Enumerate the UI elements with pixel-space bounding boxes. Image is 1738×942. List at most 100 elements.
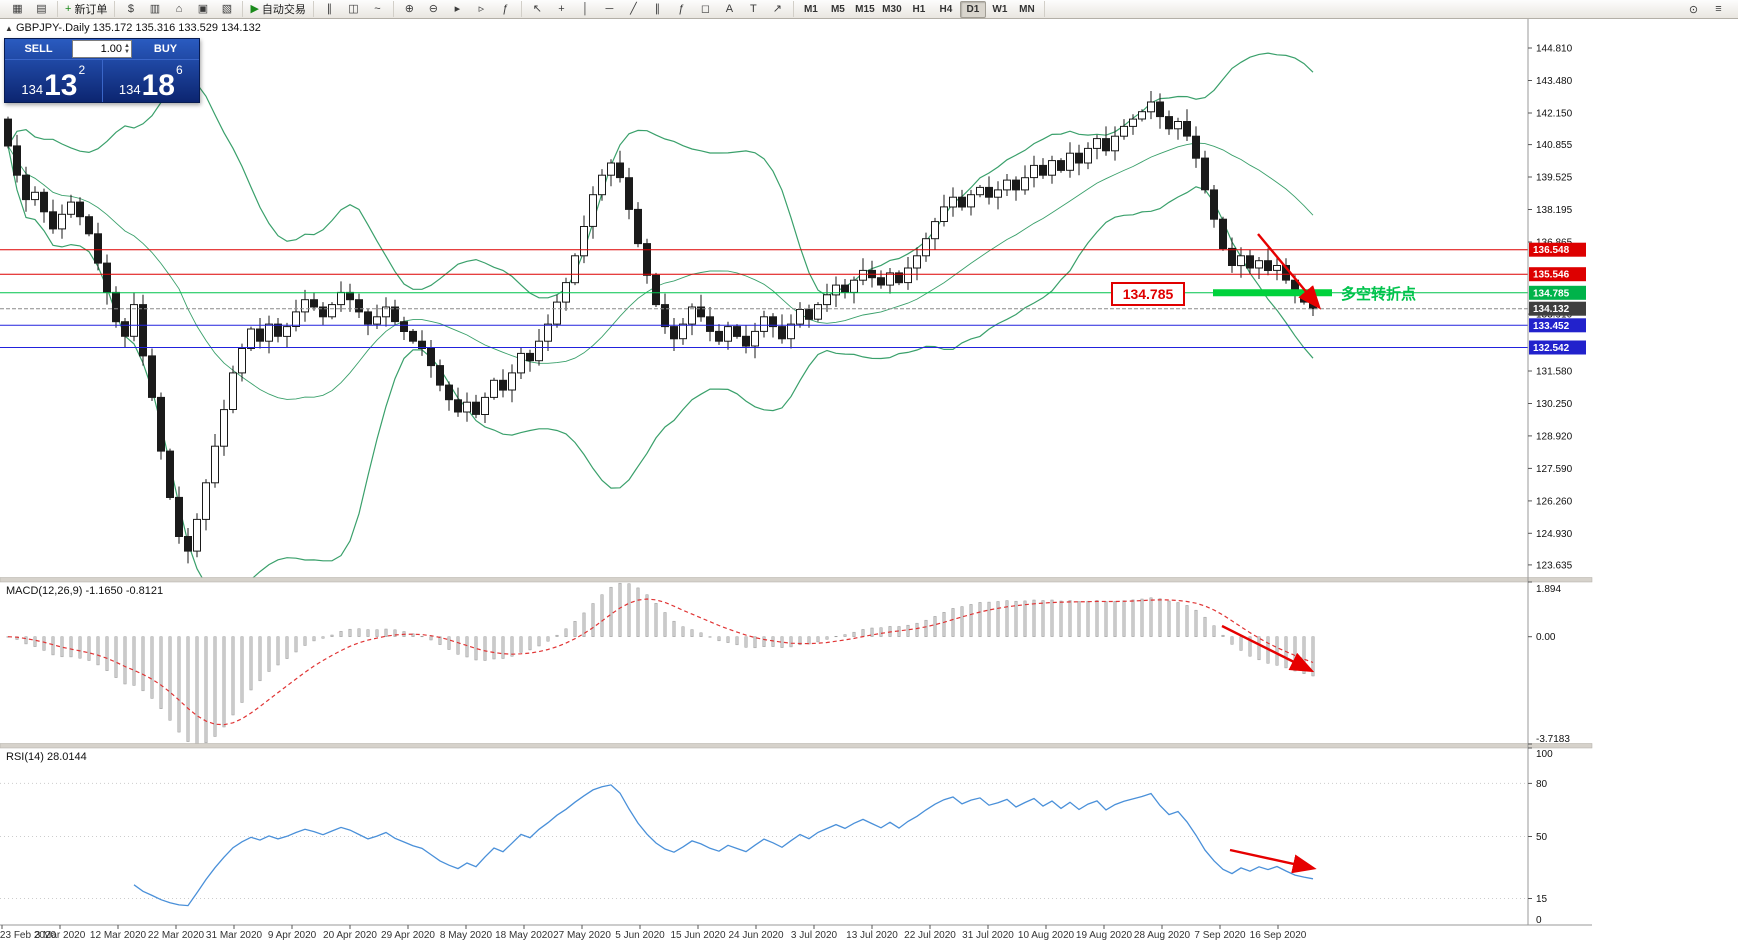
svg-text:22 Jul 2020: 22 Jul 2020 bbox=[904, 930, 956, 941]
svg-text:3 Jul 2020: 3 Jul 2020 bbox=[791, 930, 838, 941]
new-chart-icon[interactable]: ▦ bbox=[6, 1, 29, 18]
svg-text:130.250: 130.250 bbox=[1536, 399, 1573, 410]
price-down-arrow[interactable] bbox=[1257, 233, 1322, 310]
svg-text:15: 15 bbox=[1536, 894, 1548, 905]
buy-button[interactable]: BUY bbox=[153, 43, 178, 55]
macd-panel-separator[interactable] bbox=[0, 577, 1593, 583]
line-chart-icon: ~ bbox=[374, 2, 381, 15]
trend-arrows[interactable] bbox=[1221, 233, 1322, 874]
vertical-line-icon[interactable]: │ bbox=[574, 1, 597, 18]
toolbar: ▦ ▤ + 新订单 $ ▥ ⌂ ▣ ▧ ▶ 自动交易 ∥ ◫ ~ ⊕ ⊖ ▸ ▹ ƒ ↖ + │ ─ ╱ ∥ ƒ ◻ A T ↗ M1 M5 M… bbox=[0, 0, 1738, 19]
timeframe-mn[interactable]: MN bbox=[1019, 3, 1035, 15]
svg-text:5 Jun 2020: 5 Jun 2020 bbox=[615, 930, 665, 941]
arrow-object-icon[interactable]: ↗ bbox=[766, 1, 789, 18]
candlestick-icon: ◫ bbox=[348, 2, 359, 15]
market-watch-icon[interactable]: $ bbox=[119, 1, 142, 18]
svg-text:142.150: 142.150 bbox=[1536, 109, 1573, 120]
line-chart-icon[interactable]: ~ bbox=[366, 1, 389, 18]
shapes-icon[interactable]: ◻ bbox=[694, 1, 717, 18]
vertical-line-icon: │ bbox=[581, 2, 589, 15]
channel-icon[interactable]: ∥ bbox=[646, 1, 669, 18]
svg-text:132.542: 132.542 bbox=[1533, 343, 1570, 354]
rsi-panel-separator[interactable] bbox=[0, 743, 1593, 749]
chart-shift-icon[interactable]: ▹ bbox=[470, 1, 493, 18]
profiles-icon: ▤ bbox=[36, 2, 47, 15]
svg-text:8 May 2020: 8 May 2020 bbox=[440, 930, 493, 941]
profiles-icon[interactable]: ▤ bbox=[30, 1, 53, 18]
auto-scroll-icon[interactable]: ▸ bbox=[446, 1, 469, 18]
label-icon[interactable]: T bbox=[742, 1, 765, 18]
arrow-object-icon: ↗ bbox=[772, 2, 783, 15]
text-icon: A bbox=[725, 2, 734, 15]
zoom-out-icon: ⊖ bbox=[428, 2, 439, 15]
svg-text:24 Jun 2020: 24 Jun 2020 bbox=[728, 930, 783, 941]
cursor-icon[interactable]: ↖ bbox=[526, 1, 549, 18]
candles-layer bbox=[4, 91, 1317, 564]
timeframe-d1[interactable]: D1 bbox=[959, 0, 986, 18]
sell-button[interactable]: SELL bbox=[24, 43, 53, 55]
indicators-icon[interactable]: ƒ bbox=[494, 1, 517, 18]
svg-text:136.548: 136.548 bbox=[1533, 245, 1570, 256]
strategy-tester-icon[interactable]: ▧ bbox=[215, 1, 238, 18]
sell-price-button[interactable]: 134 13 2 bbox=[5, 60, 102, 102]
terminal-icon[interactable]: ▣ bbox=[191, 1, 214, 18]
candlestick-icon[interactable]: ◫ bbox=[342, 1, 365, 18]
autotrading-button[interactable]: ▶ 自动交易 bbox=[247, 1, 308, 18]
svg-text:128.920: 128.920 bbox=[1536, 431, 1573, 442]
svg-text:124.930: 124.930 bbox=[1536, 529, 1573, 540]
timeframe-m1[interactable]: M1 bbox=[803, 3, 818, 15]
volume-input[interactable] bbox=[81, 43, 124, 55]
horizontal-line-icon: ─ bbox=[605, 2, 614, 15]
svg-text:10 Aug 2020: 10 Aug 2020 bbox=[1018, 930, 1075, 941]
zoom-in-icon[interactable]: ⊕ bbox=[398, 1, 421, 18]
svg-text:13 Jul 2020: 13 Jul 2020 bbox=[846, 930, 898, 941]
bollinger-bands bbox=[7, 52, 1314, 578]
buy-price-button[interactable]: 134 18 6 bbox=[103, 60, 200, 102]
volume-spinner-up-icon[interactable]: ▲ bbox=[124, 43, 130, 49]
svg-text:138.195: 138.195 bbox=[1536, 205, 1573, 216]
svg-text:18 May 2020: 18 May 2020 bbox=[495, 930, 553, 941]
new-order-button[interactable]: + 新订单 bbox=[62, 1, 110, 18]
search-icon[interactable]: ⊙ bbox=[1688, 3, 1699, 16]
svg-text:31 Mar 2020: 31 Mar 2020 bbox=[206, 930, 263, 941]
timeframe-w1[interactable]: W1 bbox=[992, 3, 1008, 15]
timeframe-m5[interactable]: M5 bbox=[830, 3, 845, 15]
horizontal-line-icon[interactable]: ─ bbox=[598, 1, 621, 18]
menu-icon[interactable]: ≡ bbox=[1715, 3, 1722, 15]
sell-price-pips: 13 bbox=[44, 69, 78, 102]
zoom-out-icon[interactable]: ⊖ bbox=[422, 1, 445, 18]
price-axis[interactable]: 144.810 143.480 142.150 140.855 139.525 138.1… bbox=[1527, 18, 1586, 926]
cursor-icon: ↖ bbox=[532, 2, 543, 15]
horizontal-levels[interactable] bbox=[0, 249, 1528, 348]
svg-text:28 Aug 2020: 28 Aug 2020 bbox=[1134, 930, 1191, 941]
ohlc-bars-icon: ∥ bbox=[326, 2, 333, 15]
svg-text:1.894: 1.894 bbox=[1536, 584, 1561, 595]
svg-text:15 Jun 2020: 15 Jun 2020 bbox=[670, 930, 725, 941]
timeframe-m15[interactable]: M15 bbox=[855, 3, 875, 15]
zoom-in-icon: ⊕ bbox=[404, 2, 415, 15]
chart-collapse-icon[interactable]: ▲ bbox=[5, 24, 13, 33]
timeframe-h4[interactable]: H4 bbox=[939, 3, 953, 15]
rsi-down-arrow[interactable] bbox=[1229, 848, 1317, 874]
crosshair-icon[interactable]: + bbox=[550, 1, 573, 18]
annotation-134785-box[interactable]: 134.785 bbox=[1111, 282, 1185, 306]
svg-text:127.590: 127.590 bbox=[1536, 464, 1573, 475]
svg-text:144.810: 144.810 bbox=[1536, 44, 1573, 55]
sell-price-point: 2 bbox=[78, 63, 86, 77]
ohlc-bars-icon[interactable]: ∥ bbox=[318, 1, 341, 18]
timeframe-m30[interactable]: M30 bbox=[882, 3, 902, 15]
svg-text:100: 100 bbox=[1536, 749, 1553, 760]
volume-spinner-down-icon[interactable]: ▼ bbox=[124, 49, 130, 55]
macd-down-arrow[interactable] bbox=[1221, 624, 1315, 673]
timeframe-h1[interactable]: H1 bbox=[912, 3, 926, 15]
volume-spinner[interactable]: ▲ ▼ bbox=[123, 43, 131, 55]
trendline-icon[interactable]: ╱ bbox=[622, 1, 645, 18]
text-icon[interactable]: A bbox=[718, 1, 741, 18]
navigator-icon[interactable]: ⌂ bbox=[167, 1, 190, 18]
new-chart-icon: ▦ bbox=[12, 2, 23, 15]
data-window-icon[interactable]: ▥ bbox=[143, 1, 166, 18]
fibonacci-icon[interactable]: ƒ bbox=[670, 1, 693, 18]
turning-point-label[interactable]: 多空转折点 bbox=[1341, 285, 1416, 303]
